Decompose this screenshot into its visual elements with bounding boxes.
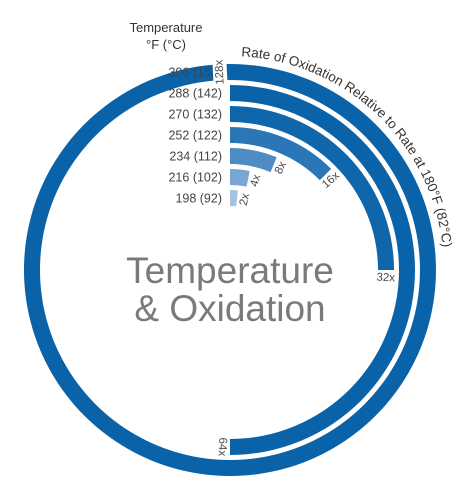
ring-bar <box>230 190 238 207</box>
ring-bar <box>230 148 277 173</box>
temperature-label: 288 (142) <box>168 87 222 101</box>
temperature-label: 234 (112) <box>169 150 222 164</box>
value-label: 2x <box>238 192 252 207</box>
value-label-background <box>317 167 345 194</box>
chart-title-line1: Temperature <box>126 250 334 291</box>
ring-bar <box>230 106 394 270</box>
value-label-background <box>214 434 230 460</box>
value-label: 64x <box>216 437 229 456</box>
value-label-background <box>269 154 293 182</box>
value-label: 4x <box>248 173 263 188</box>
value-label-background <box>245 167 266 195</box>
value-label: 32x <box>376 272 395 285</box>
value-label: 128x <box>213 59 226 85</box>
value-label-background <box>235 186 255 213</box>
category-unit: °F (°C) <box>146 37 186 52</box>
temperature-label: 252 (122) <box>168 129 222 143</box>
temperature-labels: 306 (152) 288 (142) 270 (132) 252 (122) 234 … <box>168 66 222 206</box>
ring-bar <box>230 127 332 181</box>
temperature-label: 306 (152) <box>168 66 222 80</box>
temperature-label: 216 (102) <box>168 171 222 185</box>
temperature-label: 198 (92) <box>175 192 222 206</box>
temperature-label: 270 (132) <box>168 108 222 122</box>
value-label-background <box>373 270 399 286</box>
value-label-background <box>212 57 228 87</box>
chart-title-line2: & Oxidation <box>134 288 326 329</box>
value-label: 8x <box>273 160 289 176</box>
ring-bars <box>23 64 436 477</box>
category-header: Temperature <box>129 20 203 35</box>
ring-bar <box>230 169 250 187</box>
